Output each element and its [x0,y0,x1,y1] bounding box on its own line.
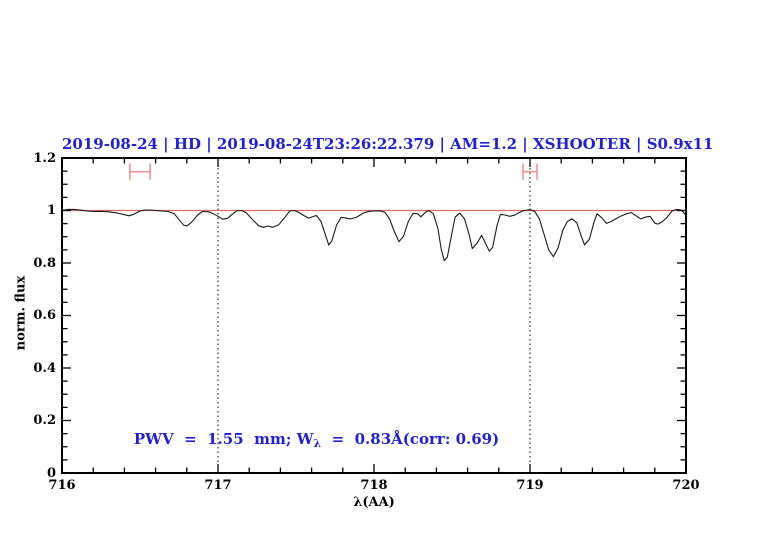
x-tick-label: 716 [48,478,76,493]
y-tick-label: 0.8 [33,255,56,271]
y-tick-label: 1 [46,203,56,218]
x-tick-label: 720 [672,478,700,493]
plot-frame [61,157,687,474]
pwv-annotation-text2: = 0.83Å(corr: 0.69) [321,430,500,448]
pwv-annotation: PWV = 1.55 mm; Wλ = 0.83Å(corr: 0.69) [113,412,499,466]
x-tick-label: 717 [204,478,232,493]
y-tick-label: 1.2 [33,150,56,166]
spectrum-line [61,208,687,262]
x-tick-label: 718 [360,478,388,493]
x-tick-label: 719 [516,478,544,493]
y-tick-label: 0.6 [33,308,56,323]
pwv-annotation-text: PWV = 1.55 mm; W [133,430,314,448]
y-tick-label: 0 [46,465,56,481]
y-tick-label: 0.4 [33,360,56,376]
x-axis-label: λ(AA) [353,495,395,510]
lambda-subscript: λ [313,437,322,450]
y-tick-label: 0.2 [33,413,56,428]
plot-title: 2019-08-24 | HD | 2019-08-24T23:26:22.37… [62,135,714,153]
